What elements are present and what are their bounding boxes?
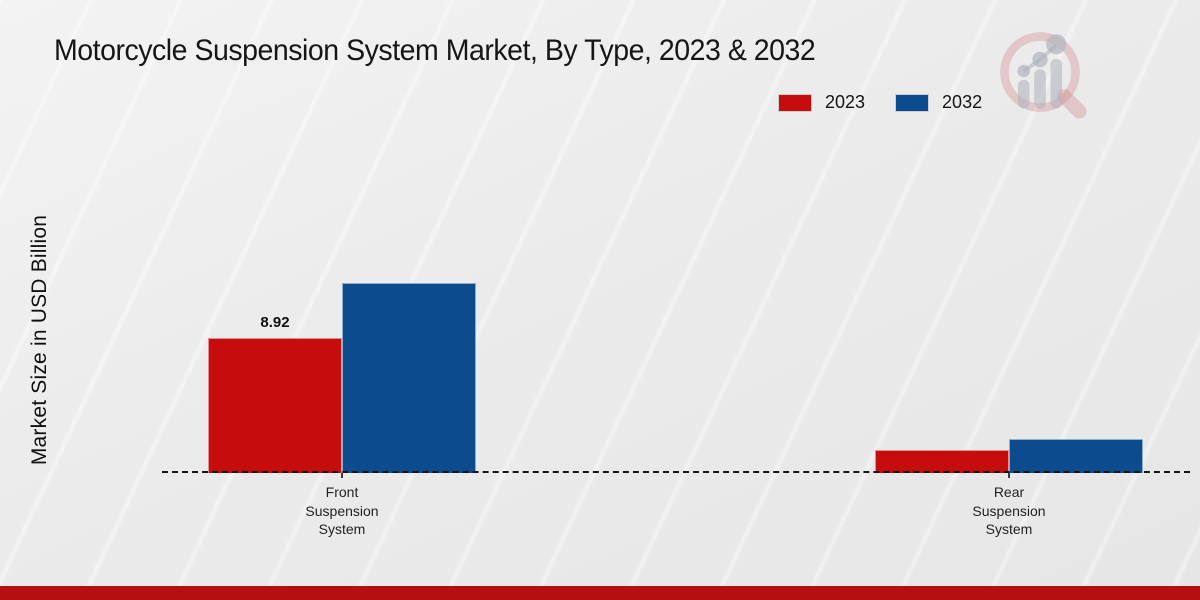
- bar-2032-rear: [1009, 439, 1143, 473]
- legend-swatch-2032: [895, 93, 930, 112]
- legend-label-2032: 2032: [942, 92, 983, 112]
- x-axis-baseline: [162, 471, 1190, 473]
- bar-2023-rear: [875, 450, 1009, 473]
- legend-swatch-2023: [778, 93, 812, 112]
- legend-label-2023: 2023: [825, 92, 866, 112]
- x-axis-category-label: Front Suspension System: [305, 484, 379, 537]
- legend: 2023 2032: [778, 92, 982, 113]
- x-axis-category-label: Rear Suspension System: [972, 484, 1046, 537]
- magnifier-handle-icon: [1056, 88, 1087, 119]
- bar-2023-front: [208, 338, 342, 473]
- bar-2032-front: [342, 283, 476, 473]
- chart-title: Motorcycle Suspension System Market, By …: [54, 34, 816, 67]
- market-research-future-watermark-logo: [1000, 32, 1087, 119]
- legend-item-2023: 2023: [778, 92, 865, 113]
- bar-value-label: 8.92: [260, 314, 290, 331]
- growth-dots-icon: [1017, 34, 1067, 78]
- growth-bars-icon: [1017, 58, 1063, 109]
- footer-red-strip: [0, 586, 1200, 600]
- legend-item-2032: 2032: [895, 92, 982, 113]
- x-axis-tick: [1008, 473, 1010, 478]
- x-axis-tick: [341, 473, 343, 478]
